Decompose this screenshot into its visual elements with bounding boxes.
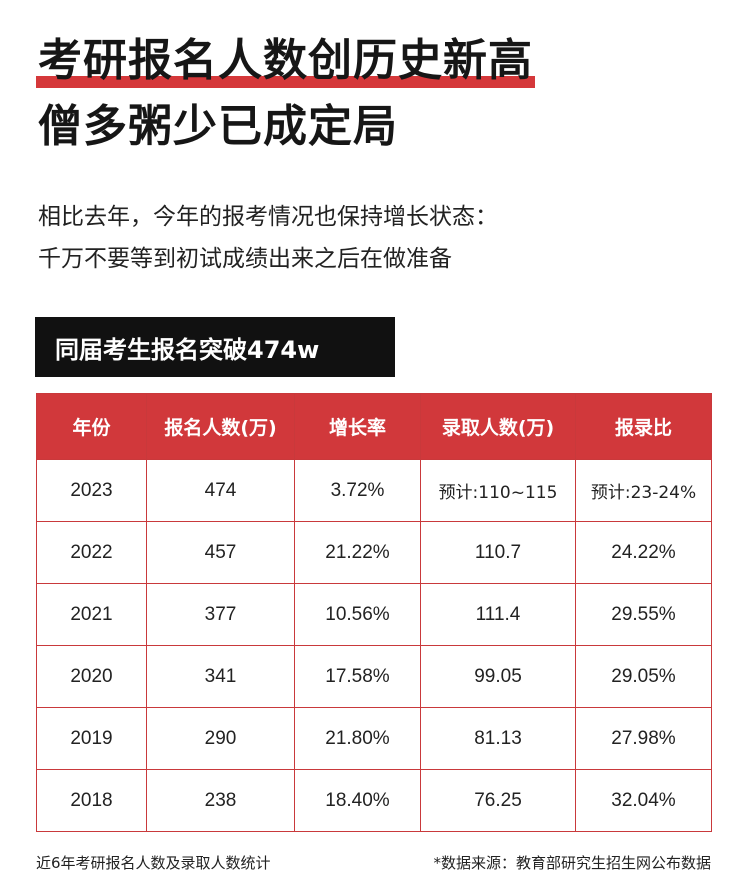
cell-applicants: 238	[146, 769, 295, 832]
cell-year: 2019	[36, 707, 147, 770]
footer-source: *数据来源：教育部研究生招生网公布数据	[433, 854, 711, 872]
table-row: 2021 377 10.56% 111.4 29.55%	[36, 583, 712, 646]
cell-applicants: 377	[146, 583, 295, 646]
header-year: 年份	[36, 393, 147, 460]
table-row: 2020 341 17.58% 99.05 29.05%	[36, 645, 712, 708]
cell-year: 2018	[36, 769, 147, 832]
subtitle-line-1: 相比去年，今年的报考情况也保持增长状态：	[38, 204, 498, 230]
cell-year: 2020	[36, 645, 147, 708]
cell-growth-rate: 21.22%	[294, 521, 421, 584]
cell-growth-rate: 21.80%	[294, 707, 421, 770]
table-header-row: 年份 报名人数(万) 增长率 录取人数(万) 报录比	[36, 393, 712, 460]
subtitle: 相比去年，今年的报考情况也保持增长状态： 千万不要等到初试成绩出来之后在做准备	[38, 196, 498, 280]
cell-ratio: 29.55%	[575, 583, 712, 646]
cell-growth-rate: 18.40%	[294, 769, 421, 832]
cell-admitted: 预计:110~115	[420, 459, 576, 522]
footer: 近6年考研报名人数及录取人数统计 *数据来源：教育部研究生招生网公布数据	[36, 852, 711, 873]
cell-applicants: 474	[146, 459, 295, 522]
cell-admitted: 110.7	[420, 521, 576, 584]
cell-ratio: 24.22%	[575, 521, 712, 584]
cell-ratio: 32.04%	[575, 769, 712, 832]
cell-ratio: 27.98%	[575, 707, 712, 770]
cell-applicants: 341	[146, 645, 295, 708]
cell-admitted: 99.05	[420, 645, 576, 708]
cell-ratio: 预计:23-24%	[575, 459, 712, 522]
cell-year: 2021	[36, 583, 147, 646]
cell-admitted: 111.4	[420, 583, 576, 646]
cell-growth-rate: 3.72%	[294, 459, 421, 522]
cell-ratio: 29.05%	[575, 645, 712, 708]
header-growth-rate: 增长率	[294, 393, 421, 460]
enrollment-table: 年份 报名人数(万) 增长率 录取人数(万) 报录比 2023 474 3.72…	[36, 393, 712, 832]
footer-caption: 近6年考研报名人数及录取人数统计	[36, 854, 271, 872]
headline-line-1: 考研报名人数创历史新高	[36, 35, 535, 88]
cell-growth-rate: 17.58%	[294, 645, 421, 708]
header-ratio: 报录比	[575, 393, 712, 460]
cell-admitted: 81.13	[420, 707, 576, 770]
headline-highlight	[36, 76, 535, 88]
header-admitted: 录取人数(万)	[420, 393, 576, 460]
header-applicants: 报名人数(万)	[146, 393, 295, 460]
subtitle-line-2: 千万不要等到初试成绩出来之后在做准备	[38, 246, 452, 272]
cell-applicants: 290	[146, 707, 295, 770]
cell-year: 2023	[36, 459, 147, 522]
table-row: 2022 457 21.22% 110.7 24.22%	[36, 521, 712, 584]
table-row: 2018 238 18.40% 76.25 32.04%	[36, 769, 712, 832]
cell-applicants: 457	[146, 521, 295, 584]
cell-admitted: 76.25	[420, 769, 576, 832]
title-block: 考研报名人数创历史新高 僧多粥少已成定局	[36, 30, 535, 158]
cell-growth-rate: 10.56%	[294, 583, 421, 646]
section-label: 同届考生报名突破474w	[35, 317, 395, 377]
cell-year: 2022	[36, 521, 147, 584]
headline-line-2: 僧多粥少已成定局	[38, 101, 398, 152]
table-row: 2023 474 3.72% 预计:110~115 预计:23-24%	[36, 459, 712, 522]
table-row: 2019 290 21.80% 81.13 27.98%	[36, 707, 712, 770]
